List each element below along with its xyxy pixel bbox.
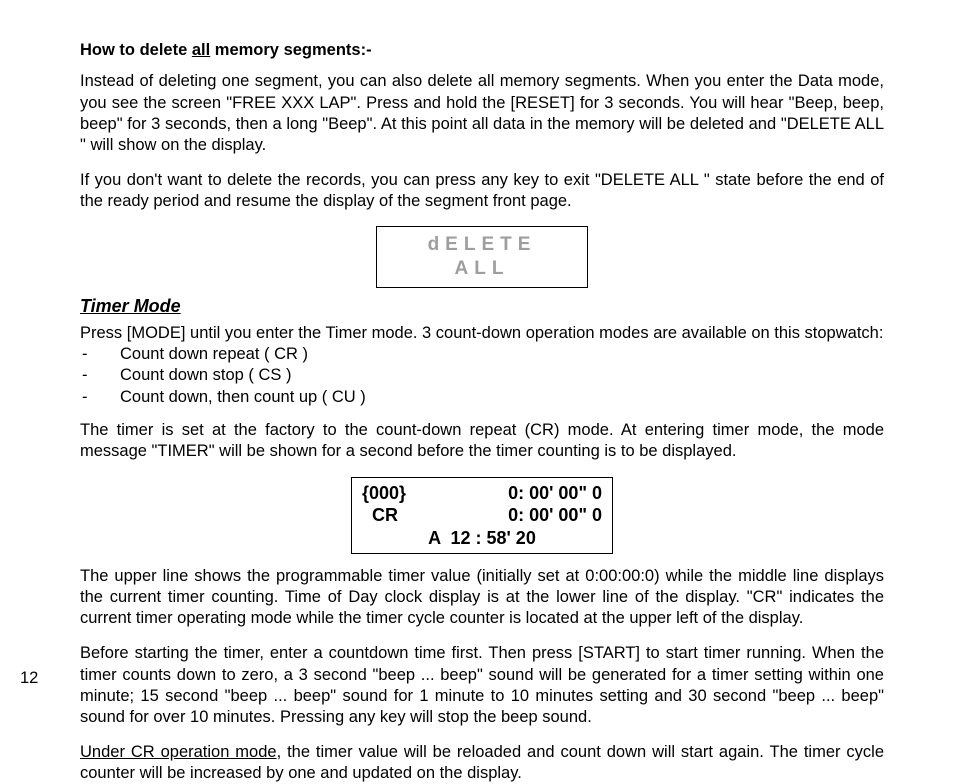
lcd-display-delete-all: dELETE ALL: [376, 226, 588, 288]
p6-underlined: Under CR operation mode: [80, 743, 277, 761]
list-text-2: Count down stop ( CS ): [120, 365, 292, 386]
heading-pre: How to delete: [80, 41, 192, 59]
lcd-r1-left: {000}: [362, 482, 420, 505]
list-item-2: - Count down stop ( CS ): [80, 365, 884, 386]
heading-post: memory segments:-: [210, 41, 371, 59]
list-text-3: Count down, then count up ( CU ): [120, 387, 366, 408]
lcd-r2-right: 0: 00' 00" 0: [430, 504, 602, 527]
lcd-r1-right: 0: 00' 00" 0: [420, 482, 602, 505]
list-dash: -: [80, 387, 120, 408]
paragraph-1: Instead of deleting one segment, you can…: [80, 71, 884, 155]
lcd-line-1: dELETE: [377, 233, 587, 257]
heading-delete-all: How to delete all memory segments:-: [80, 40, 884, 61]
list-item-3: - Count down, then count up ( CU ): [80, 387, 884, 408]
list-dash: -: [80, 365, 120, 386]
lcd-timer-row-2: CR 0: 00' 00" 0: [362, 504, 602, 527]
paragraph-6: Under CR operation mode, the timer value…: [80, 742, 884, 784]
lcd-r2-left: CR: [362, 504, 430, 527]
section-title-timer-mode: Timer Mode: [80, 296, 884, 317]
heading-underlined: all: [192, 41, 210, 59]
list-dash: -: [80, 344, 120, 365]
lcd-display-timer: {000} 0: 00' 00" 0 CR 0: 00' 00" 0 A 12 …: [351, 477, 613, 555]
paragraph-3: The timer is set at the factory to the c…: [80, 420, 884, 462]
list-intro: Press [MODE] until you enter the Timer m…: [80, 323, 884, 344]
lcd-timer-row-1: {000} 0: 00' 00" 0: [362, 482, 602, 505]
list-item-1: - Count down repeat ( CR ): [80, 344, 884, 365]
document-page: How to delete all memory segments:- Inst…: [0, 0, 954, 716]
timer-mode-list: Press [MODE] until you enter the Timer m…: [80, 323, 884, 409]
paragraph-4: The upper line shows the programmable ti…: [80, 566, 884, 629]
list-text-1: Count down repeat ( CR ): [120, 344, 308, 365]
paragraph-5: Before starting the timer, enter a count…: [80, 643, 884, 727]
lcd-timer-row-3: A 12 : 58' 20: [362, 527, 602, 550]
page-number: 12: [20, 669, 38, 688]
lcd-line-2: ALL: [377, 257, 587, 281]
paragraph-2: If you don't want to delete the records,…: [80, 170, 884, 212]
